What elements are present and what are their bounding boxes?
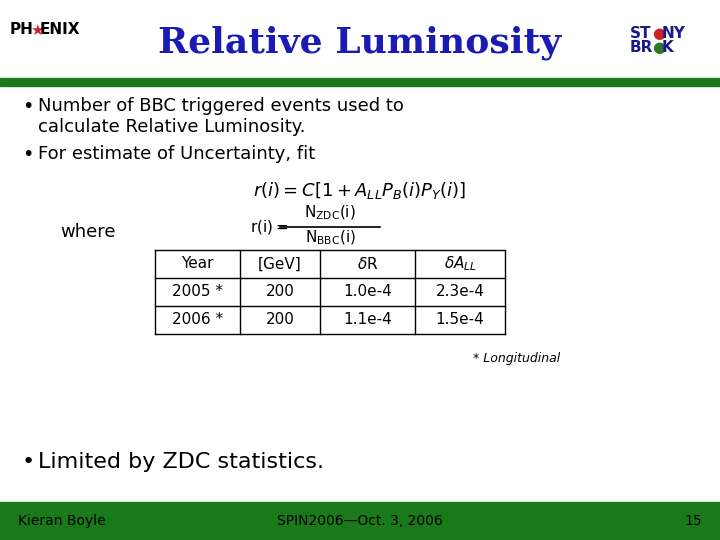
Text: Kieran Boyle: Kieran Boyle <box>18 514 106 528</box>
Bar <box>0 78 720 86</box>
Text: ●: ● <box>652 25 665 40</box>
Text: •: • <box>22 452 35 472</box>
Text: ENIX: ENIX <box>40 23 81 37</box>
Text: NY: NY <box>662 25 686 40</box>
Text: Limited by ZDC statistics.: Limited by ZDC statistics. <box>38 452 324 472</box>
Text: PH: PH <box>10 23 34 37</box>
Text: Number of BBC triggered events used to: Number of BBC triggered events used to <box>38 97 404 115</box>
Text: $\mathrm{N_{ZDC}(i)}$: $\mathrm{N_{ZDC}(i)}$ <box>304 204 356 222</box>
Text: $\mathrm{N_{BBC}(i)}$: $\mathrm{N_{BBC}(i)}$ <box>305 229 356 247</box>
Text: For estimate of Uncertainty, fit: For estimate of Uncertainty, fit <box>38 145 315 163</box>
Text: SPIN2006—Oct. 3, 2006: SPIN2006—Oct. 3, 2006 <box>277 514 443 528</box>
Text: 1.0e-4: 1.0e-4 <box>343 285 392 300</box>
Text: Year: Year <box>181 256 214 272</box>
Text: where: where <box>60 223 115 241</box>
Text: $r(i) = C[1 + A_{LL}P_B(i)P_Y(i)]$: $r(i) = C[1 + A_{LL}P_B(i)P_Y(i)]$ <box>253 180 467 201</box>
Text: $\delta A_{LL}$: $\delta A_{LL}$ <box>444 255 477 273</box>
Text: 2006 *: 2006 * <box>172 313 223 327</box>
Text: 2005 *: 2005 * <box>172 285 223 300</box>
Text: 200: 200 <box>266 285 294 300</box>
Text: ●: ● <box>652 39 665 55</box>
Text: •: • <box>22 145 33 164</box>
Text: ★: ★ <box>30 23 44 37</box>
Text: Relative Luminosity: Relative Luminosity <box>158 26 562 60</box>
Text: •: • <box>22 97 33 116</box>
Text: $\mathrm{r(i) =}$: $\mathrm{r(i) =}$ <box>250 218 289 236</box>
Text: 15: 15 <box>685 514 702 528</box>
Text: K: K <box>662 39 674 55</box>
Text: calculate Relative Luminosity.: calculate Relative Luminosity. <box>38 118 305 136</box>
Text: * Longitudinal: * Longitudinal <box>473 352 560 365</box>
Bar <box>0 502 720 540</box>
Text: ST: ST <box>630 25 652 40</box>
Text: 200: 200 <box>266 313 294 327</box>
Text: $\delta$R: $\delta$R <box>356 256 378 272</box>
Text: 1.5e-4: 1.5e-4 <box>436 313 485 327</box>
Text: 2.3e-4: 2.3e-4 <box>436 285 485 300</box>
Text: 1.1e-4: 1.1e-4 <box>343 313 392 327</box>
Text: BR: BR <box>630 39 653 55</box>
Text: [GeV]: [GeV] <box>258 256 302 272</box>
